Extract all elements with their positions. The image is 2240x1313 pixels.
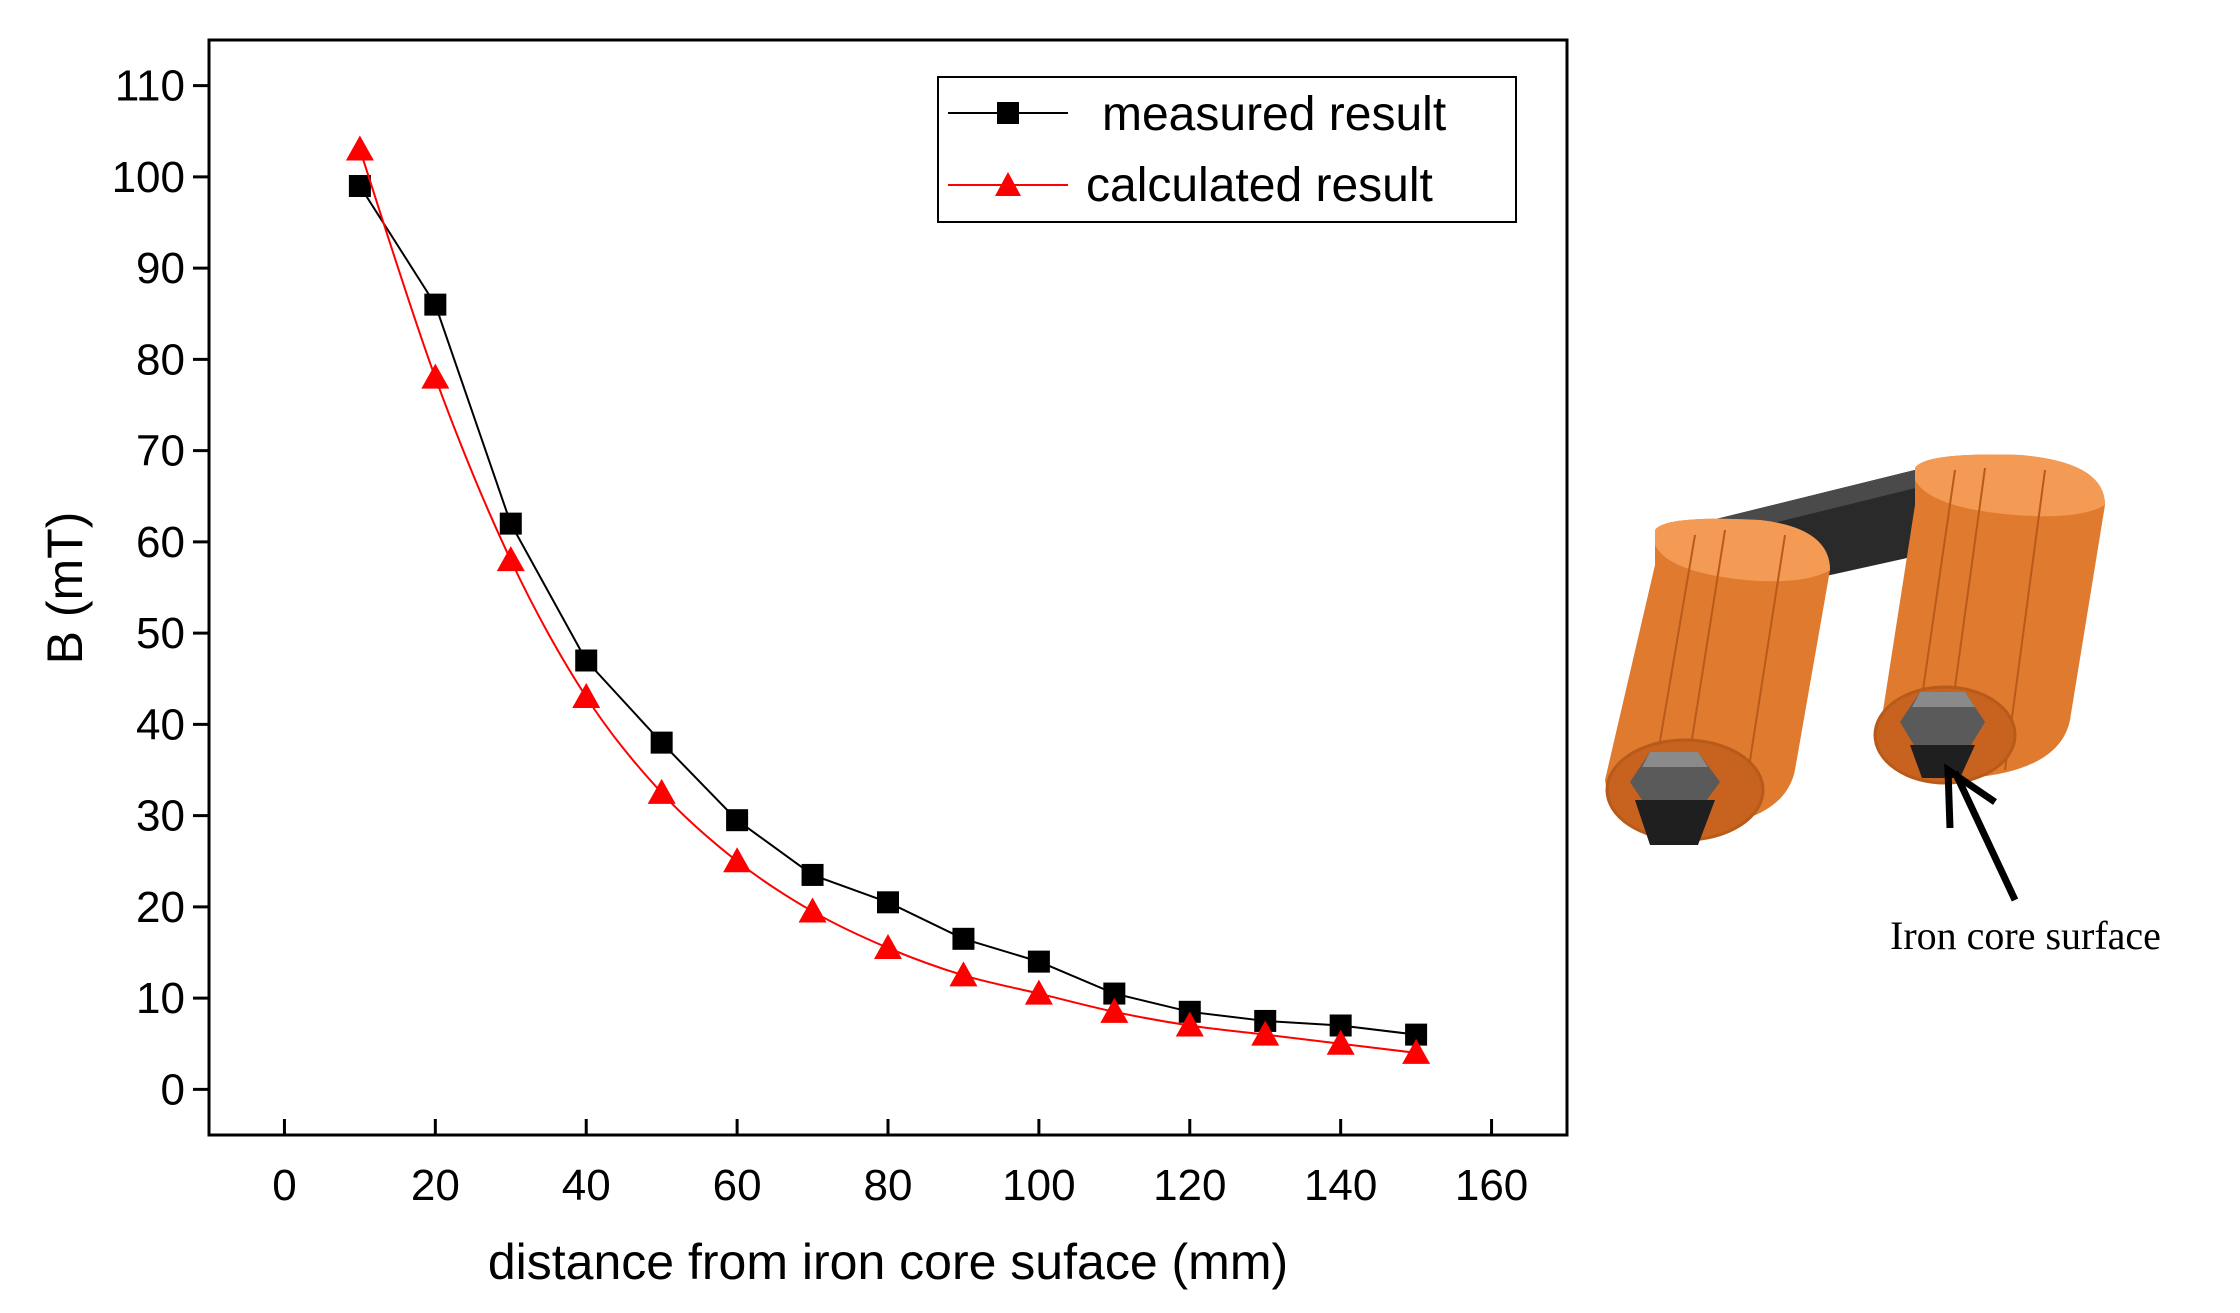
y-axis-label: B (mT) (37, 512, 93, 665)
data-point-calculated-result (1251, 1020, 1280, 1046)
data-point-calculated-result (647, 778, 676, 804)
data-point-measured-result (575, 649, 598, 672)
data-point-measured-result (499, 512, 522, 535)
x-tick-label: 0 (272, 1161, 296, 1210)
data-point-calculated-result (421, 363, 450, 389)
y-axis-ticks: 0 10 20 30 40 50 60 70 80 90 100 110 (112, 62, 209, 1114)
y-tick-label: 0 (161, 1065, 185, 1114)
y-tick-label: 110 (115, 62, 185, 111)
callout-arrowhead (1944, 763, 1997, 829)
data-point-measured-result (1405, 1023, 1428, 1046)
y-tick-label: 40 (136, 700, 185, 749)
x-axis-ticks: 0 20 40 60 80 100 120 140 160 (272, 1119, 1528, 1210)
legend: measured result calculated result (937, 76, 1517, 223)
data-point-measured-result (1027, 950, 1050, 973)
data-point-calculated-result (1326, 1029, 1355, 1055)
data-point-measured-result (726, 809, 749, 832)
y-tick-label: 60 (136, 518, 185, 567)
data-point-measured-result (424, 293, 447, 316)
x-axis-label: distance from iron core suface (mm) (488, 1234, 1288, 1290)
y-tick-label: 20 (136, 883, 185, 932)
yoke-bar-top (1712, 465, 1948, 535)
y-tick-label: 90 (136, 244, 185, 293)
y-tick-label: 10 (136, 974, 185, 1023)
y-tick-label: 80 (136, 335, 185, 384)
legend-box (937, 76, 1517, 223)
legend-label-measured: measured result (1102, 88, 1446, 141)
data-point-calculated-result (798, 897, 827, 923)
data-point-calculated-result (1402, 1038, 1431, 1064)
data-point-calculated-result (496, 546, 525, 572)
line-chart: 0 10 20 30 40 50 60 70 80 90 100 110 0 20 40 60 80 100 12… (37, 38, 1569, 1290)
data-point-measured-result (1329, 1014, 1352, 1037)
y-tick-label: 30 (136, 792, 185, 841)
x-tick-label: 80 (864, 1161, 913, 1210)
data-point-calculated-result (949, 961, 978, 987)
data-point-calculated-result (345, 135, 374, 161)
data-point-calculated-result (1024, 979, 1053, 1005)
right-core-face (1900, 692, 1985, 755)
legend-marker-calculated (995, 172, 1021, 196)
data-point-measured-result (877, 891, 899, 914)
data-point-calculated-result (1175, 1011, 1204, 1037)
x-tick-label: 20 (411, 1161, 460, 1210)
y-tick-label: 50 (136, 609, 185, 658)
x-tick-label: 40 (562, 1161, 611, 1210)
legend-marker-measured (997, 102, 1019, 124)
data-point-calculated-result (874, 933, 902, 959)
series-layer (345, 135, 1431, 1064)
x-tick-label: 100 (1002, 1161, 1075, 1210)
x-tick-label: 120 (1153, 1161, 1226, 1210)
data-point-measured-result (1103, 982, 1126, 1005)
callout-arrow-line (1951, 770, 2019, 902)
data-point-measured-result (348, 175, 371, 197)
data-point-measured-result (801, 863, 824, 886)
x-tick-label: 60 (713, 1161, 762, 1210)
data-point-calculated-result (1100, 997, 1129, 1023)
data-point-calculated-result (723, 847, 752, 873)
y-tick-label: 100 (112, 153, 185, 202)
x-tick-label: 160 (1455, 1161, 1528, 1210)
y-tick-label: 70 (136, 427, 185, 476)
data-point-measured-result (650, 731, 673, 754)
data-point-calculated-result (572, 683, 601, 708)
coil-illustration: Iron core surface (1605, 454, 2161, 958)
legend-label-calculated: calculated result (1086, 159, 1433, 212)
right-coil (1873, 454, 2105, 785)
x-tick-label: 140 (1304, 1161, 1377, 1210)
left-coil (1605, 518, 1830, 845)
data-point-measured-result (952, 927, 975, 950)
callout-label: Iron core surface (1890, 913, 2161, 958)
